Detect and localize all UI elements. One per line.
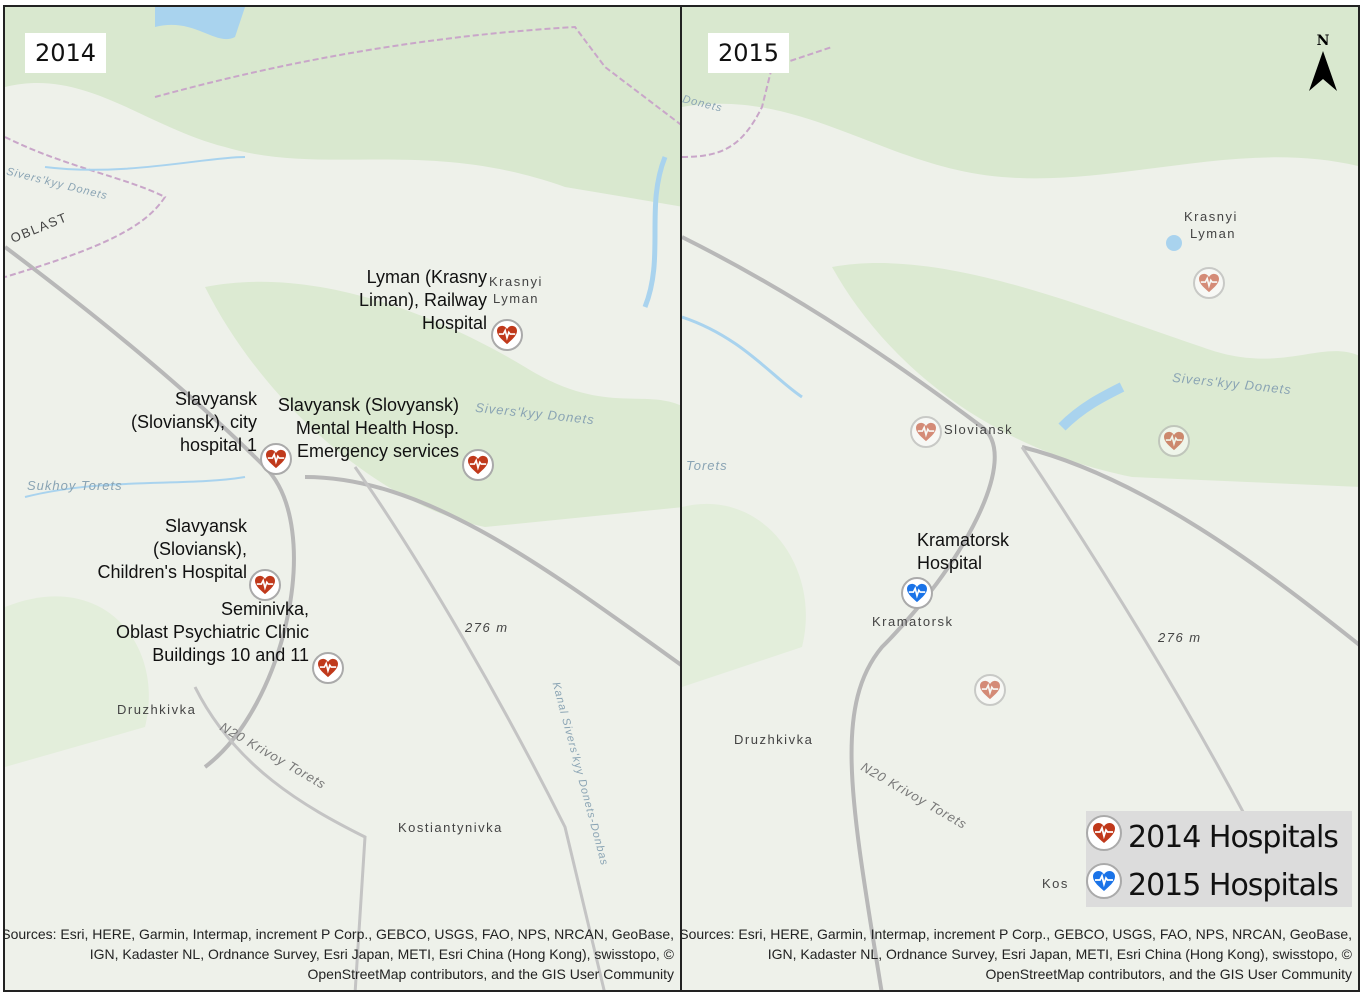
hospital-marker-2015[interactable] [901,577,933,609]
hospital-label: Kramatorsk Hospital [917,530,1010,573]
river-label: Torets [686,458,728,473]
heart-pulse-icon [1163,431,1185,451]
place-label: Lyman [493,291,540,306]
place-label: Kos [1042,876,1069,891]
heart-pulse-icon [496,325,518,345]
place-label: Druzhkivka [117,702,197,717]
hospital-label: Slavyansk (Slovyansk) Mental Health Hosp.… [277,395,459,461]
heart-pulse-icon [1198,273,1220,293]
map-legend: 2014 Hospitals 2015 Hospitals [1086,811,1352,907]
river-label: Sukhoy Torets [27,478,123,493]
map-attribution: Sources: Esri, HERE, Garmin, Intermap, i… [3,926,674,982]
hospital-label: Slavyansk (Sloviansk), city hospital 1 [130,389,257,455]
legend-marker-2015 [1086,863,1122,899]
elevation-label: 276 m [1158,630,1202,645]
map-panel-2015[interactable]: 2015 N Krasnyi Lyman Sloviansk Kramators… [680,5,1360,992]
place-label: Kostiantynivka [398,820,503,835]
hospital-marker-2014[interactable] [910,416,942,448]
heart-pulse-icon [1092,822,1116,844]
place-label: Druzhkivka [734,732,814,747]
heart-pulse-icon [906,583,928,603]
hospital-label: Seminivka, Oblast Psychiatric Clinic Build… [115,599,309,665]
hospital-label: Slavyansk (Sloviansk), Children's Hospital [97,516,247,582]
hospital-marker-2014[interactable] [974,674,1006,706]
place-label: Krasnyi [1184,209,1238,224]
heart-pulse-icon [979,680,1001,700]
basemap [5,7,680,990]
heart-pulse-icon [317,658,339,678]
hospital-marker-2014[interactable] [491,319,523,351]
map-attribution: Sources: Esri, HERE, Garmin, Intermap, i… [680,926,1352,982]
heart-pulse-icon [467,455,489,475]
place-label: Sloviansk [944,422,1014,437]
hospital-label: Lyman (Krasny Liman), Railway Hospital [358,267,487,333]
north-arrow: N [1308,33,1338,97]
elevation-label: 276 m [465,620,509,635]
hospital-marker-2014[interactable] [312,652,344,684]
hospital-marker-2014[interactable] [1158,425,1190,457]
hospital-marker-2014[interactable] [260,443,292,475]
heart-pulse-icon [1092,870,1116,892]
legend-marker-2014 [1086,815,1122,851]
legend-label: 2014 Hospitals [1128,820,1339,855]
place-label: Lyman [1190,226,1237,241]
heart-pulse-icon [915,422,937,442]
north-arrow-icon [1309,51,1337,91]
hospital-marker-2014[interactable] [1193,267,1225,299]
place-label: Krasnyi [489,274,543,289]
hospital-marker-2014[interactable] [249,569,281,601]
place-label: Kramatorsk [872,614,954,629]
year-label: 2014 [25,33,107,73]
heart-pulse-icon [254,575,276,595]
map-panel-2014[interactable]: 2014 Krasnyi Lyman Druzhkivka Kostiantyn… [3,5,682,992]
year-label: 2015 [708,33,790,73]
legend-label: 2015 Hospitals [1128,868,1339,903]
hospital-marker-2014[interactable] [462,449,494,481]
